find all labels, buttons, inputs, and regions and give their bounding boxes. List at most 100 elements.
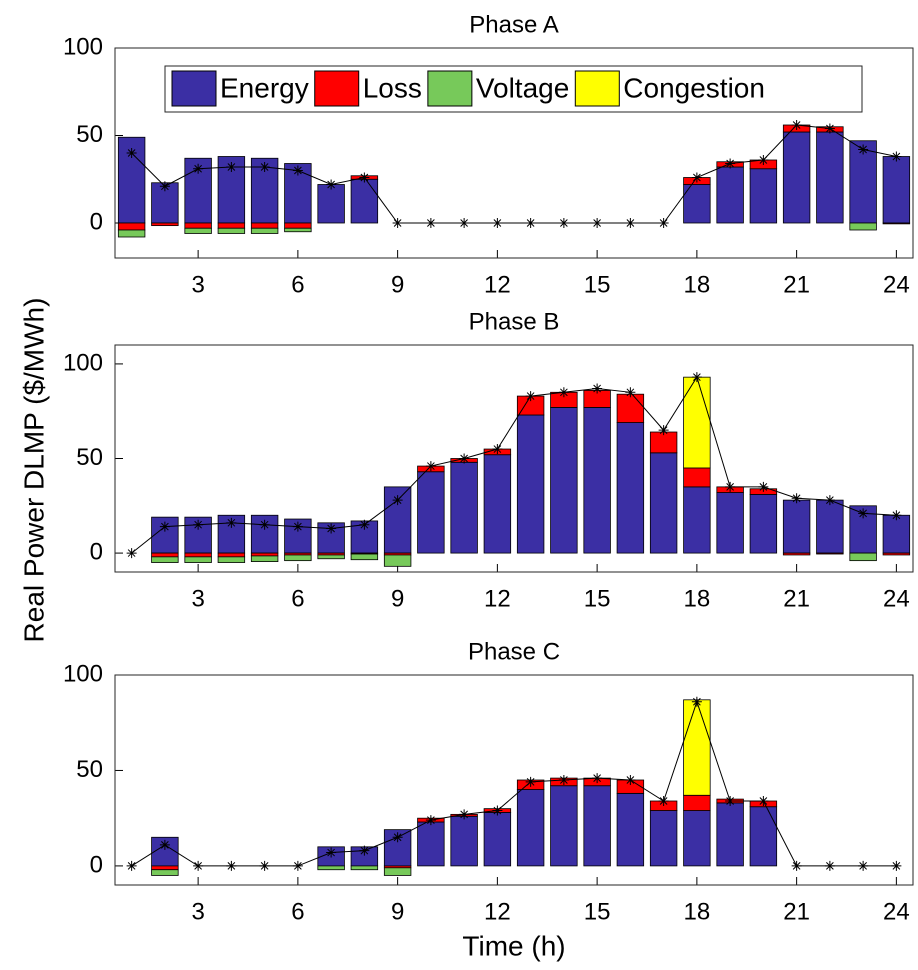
x-tick-label: 15	[584, 271, 611, 298]
bar-segment	[117, 222, 146, 231]
total-marker	[292, 860, 303, 871]
bar-segment	[317, 554, 345, 560]
total-marker	[492, 805, 503, 816]
bar-segment	[151, 222, 179, 227]
total-marker	[625, 218, 636, 228]
bar-segment	[317, 865, 345, 871]
total-marker	[658, 425, 669, 436]
total-marker	[159, 839, 170, 850]
total-marker	[459, 453, 470, 464]
total-marker	[791, 860, 802, 871]
x-tick-label: 24	[883, 898, 910, 925]
bar-segment	[683, 699, 711, 796]
bar-segment	[716, 166, 744, 224]
bar-segment	[849, 552, 877, 562]
plot-area	[115, 345, 913, 572]
y-tick-label: 0	[90, 538, 103, 565]
plot-area	[115, 675, 913, 885]
bar-segment	[583, 785, 611, 867]
legend-box	[164, 65, 863, 113]
axes-box	[114, 344, 914, 573]
total-marker	[459, 809, 470, 820]
total-line	[131, 700, 897, 867]
chart-title: Phase A	[469, 11, 558, 38]
y-tick-label: 50	[76, 756, 103, 783]
bar-segment	[250, 222, 279, 229]
y-tick-label: 0	[90, 851, 103, 878]
bar-segment	[450, 815, 478, 867]
total-line	[131, 124, 897, 224]
x-tick-label: 24	[883, 271, 910, 298]
total-marker	[858, 508, 869, 519]
chart-title: Phase B	[469, 308, 560, 335]
total-marker	[691, 172, 702, 183]
total-marker	[326, 847, 337, 858]
bar-segment	[250, 227, 279, 234]
total-marker	[858, 144, 869, 155]
y-tick-label: 50	[76, 444, 103, 471]
bar-segment	[284, 227, 312, 233]
total-marker	[725, 158, 736, 169]
y-tick-label: 100	[63, 33, 103, 60]
total-marker	[226, 860, 237, 871]
x-tick-label: 18	[684, 898, 711, 925]
bar-segment	[683, 467, 711, 488]
total-marker	[392, 832, 403, 843]
bar-segment	[250, 552, 279, 557]
total-marker	[592, 773, 603, 784]
bar-segment	[184, 227, 212, 234]
y-tick-label: 100	[63, 349, 103, 376]
total-marker	[126, 148, 137, 158]
bar-segment	[284, 222, 312, 229]
bar-segment	[583, 407, 611, 554]
bar-segment	[184, 556, 212, 563]
total-marker	[658, 218, 669, 228]
bar-segment	[816, 552, 844, 555]
bar-segment	[649, 810, 678, 867]
x-tick-label: 9	[391, 898, 404, 925]
x-tick-label: 12	[484, 271, 511, 298]
bar-segment	[649, 431, 678, 454]
total-marker	[392, 218, 403, 228]
bar-segment	[616, 422, 645, 554]
total-marker	[858, 860, 869, 871]
bar-segment	[417, 471, 445, 554]
x-tick-label: 6	[291, 898, 304, 925]
total-marker	[525, 218, 536, 228]
x-tick-label: 21	[783, 585, 810, 612]
legend-swatch	[171, 70, 217, 107]
total-marker	[259, 860, 270, 871]
y-axis-label: Real Power DLMP ($/MWh)	[18, 298, 49, 643]
total-marker	[126, 860, 137, 871]
legend-label: Energy	[220, 72, 309, 103]
total-marker	[691, 696, 702, 707]
legend-swatch	[574, 70, 620, 107]
total-marker	[824, 495, 835, 506]
x-tick-label: 18	[684, 271, 711, 298]
total-marker	[259, 162, 270, 172]
bar-segment	[882, 514, 911, 554]
legend-label: Voltage	[476, 72, 569, 103]
bar-segment	[616, 393, 645, 423]
total-marker	[891, 860, 902, 871]
total-marker	[226, 517, 237, 528]
x-tick-label: 3	[191, 898, 204, 925]
axes-box	[114, 674, 914, 886]
total-marker	[193, 163, 204, 174]
bar-segment	[217, 556, 246, 563]
x-tick-label: 9	[391, 585, 404, 612]
bar-segment	[217, 227, 246, 234]
total-marker	[525, 776, 536, 787]
x-tick-label: 18	[684, 585, 711, 612]
bar-segment	[782, 499, 811, 554]
bar-segment	[749, 806, 778, 867]
bar-segment	[284, 554, 312, 562]
total-marker	[259, 519, 270, 530]
axes-box	[114, 47, 914, 259]
x-tick-label: 21	[783, 898, 810, 925]
bar-segment	[184, 222, 212, 229]
x-tick-label: 3	[191, 585, 204, 612]
bar-segment	[683, 184, 711, 224]
bar-segment	[816, 131, 844, 224]
